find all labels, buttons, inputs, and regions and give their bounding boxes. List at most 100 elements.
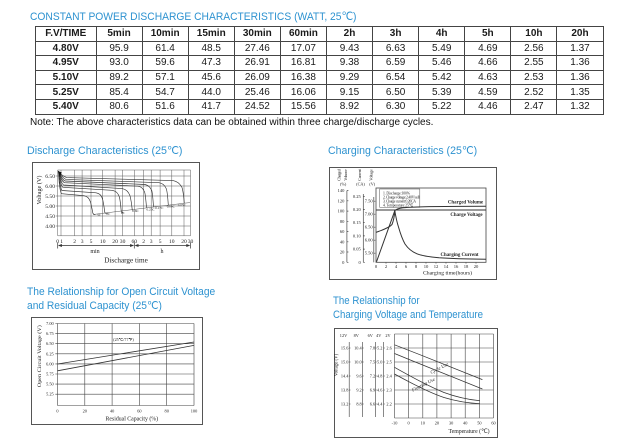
svg-text:Charge Voltage: Charge Voltage xyxy=(450,212,483,217)
svg-text:6V: 6V xyxy=(368,333,374,338)
svg-text:0.15: 0.15 xyxy=(353,220,362,225)
svg-text:2.4: 2.4 xyxy=(386,373,392,378)
svg-text:0.25: 0.25 xyxy=(353,193,362,198)
svg-text:9.6: 9.6 xyxy=(356,373,362,378)
svg-text:7.2: 7.2 xyxy=(370,373,375,378)
svg-text:Cycle Use: Cycle Use xyxy=(430,361,450,375)
svg-text:Temperature (℃): Temperature (℃) xyxy=(448,428,489,435)
svg-text:16: 16 xyxy=(454,264,459,269)
svg-text:5.0: 5.0 xyxy=(377,359,382,364)
svg-text:8: 8 xyxy=(415,264,418,269)
svg-text:5.00: 5.00 xyxy=(45,204,55,210)
svg-text:Floating Use: Floating Use xyxy=(411,377,437,394)
svg-text:13.8: 13.8 xyxy=(341,387,349,392)
svg-text:3: 3 xyxy=(150,239,153,245)
svg-text:13.2: 13.2 xyxy=(341,401,349,406)
svg-text:6.00: 6.00 xyxy=(45,184,55,190)
svg-text:Volume: Volume xyxy=(343,169,348,181)
svg-text:6.50: 6.50 xyxy=(365,224,374,229)
svg-text:6.00: 6.00 xyxy=(365,237,374,242)
svg-text:Voltage: Voltage xyxy=(369,169,374,181)
svg-text:6: 6 xyxy=(405,264,408,269)
svg-text:0.20: 0.20 xyxy=(353,207,362,212)
svg-text:20: 20 xyxy=(340,249,345,254)
svg-text:80: 80 xyxy=(165,409,169,414)
svg-text:2. Charge voltage:2.40V/cell: 2. Charge voltage:2.40V/cell xyxy=(383,195,420,199)
svg-text:5.50: 5.50 xyxy=(45,194,55,200)
svg-text:6.50: 6.50 xyxy=(45,174,55,180)
svg-text:40: 40 xyxy=(110,409,114,414)
svg-text:1C: 1C xyxy=(121,211,126,215)
svg-text:40: 40 xyxy=(463,420,467,425)
svg-text:12V: 12V xyxy=(340,333,348,338)
svg-text:0.6C: 0.6C xyxy=(132,209,139,213)
svg-text:0: 0 xyxy=(56,239,59,245)
svg-text:-10: -10 xyxy=(392,420,398,425)
svg-text:0: 0 xyxy=(342,259,345,264)
svg-text:20: 20 xyxy=(181,239,187,245)
svg-text:4.00: 4.00 xyxy=(45,224,55,230)
svg-text:4: 4 xyxy=(395,264,398,269)
svg-text:7.50: 7.50 xyxy=(365,198,374,203)
svg-text:8.8: 8.8 xyxy=(356,401,361,406)
svg-text:14.4: 14.4 xyxy=(341,373,349,378)
svg-text:Discharge time: Discharge time xyxy=(104,256,148,264)
svg-text:140: 140 xyxy=(338,188,346,193)
svg-text:0: 0 xyxy=(359,259,362,264)
svg-text:Current: Current xyxy=(357,168,362,180)
svg-text:18: 18 xyxy=(464,264,469,269)
svg-text:6.25: 6.25 xyxy=(46,351,54,356)
svg-text:0: 0 xyxy=(56,409,58,414)
svg-text:Open Circuit Voltage (V): Open Circuit Voltage (V) xyxy=(38,325,43,387)
svg-text:10.0: 10.0 xyxy=(354,359,362,364)
svg-text:3: 3 xyxy=(81,239,84,245)
svg-text:2: 2 xyxy=(385,264,388,269)
svg-text:1. Discharge:100%: 1. Discharge:100% xyxy=(383,191,411,195)
svg-text:7.00: 7.00 xyxy=(46,321,54,326)
svg-text:4.50: 4.50 xyxy=(45,214,55,220)
svg-text:12: 12 xyxy=(434,264,439,269)
svg-text:4. Temperature:25℃: 4. Temperature:25℃ xyxy=(383,203,414,207)
svg-text:40: 40 xyxy=(340,239,345,244)
svg-text:8V: 8V xyxy=(354,333,360,338)
svg-text:7.8: 7.8 xyxy=(370,345,375,350)
svg-text:20: 20 xyxy=(435,420,439,425)
svg-text:5.2: 5.2 xyxy=(377,345,382,350)
svg-text:(CA): (CA) xyxy=(356,181,365,186)
svg-text:(V): (V) xyxy=(369,181,375,186)
svg-text:Residual Capacity (%): Residual Capacity (%) xyxy=(106,416,159,423)
svg-text:60: 60 xyxy=(340,229,345,234)
svg-text:20: 20 xyxy=(112,239,118,245)
svg-text:30: 30 xyxy=(449,420,453,425)
svg-text:0.05C: 0.05C xyxy=(178,203,187,207)
svg-text:2: 2 xyxy=(73,239,76,245)
svg-text:6.6: 6.6 xyxy=(370,401,376,406)
svg-text:0.10: 0.10 xyxy=(353,233,362,238)
svg-text:10: 10 xyxy=(100,239,106,245)
svg-text:5: 5 xyxy=(159,239,162,245)
svg-text:60: 60 xyxy=(132,239,138,245)
svg-text:2: 2 xyxy=(142,239,145,245)
svg-text:14: 14 xyxy=(444,264,449,269)
svg-text:min: min xyxy=(90,248,99,254)
svg-text:100: 100 xyxy=(338,208,346,213)
svg-text:6.75: 6.75 xyxy=(46,331,54,336)
svg-text:2C: 2C xyxy=(106,212,111,216)
svg-text:60: 60 xyxy=(491,420,495,425)
svg-text:0.05: 0.05 xyxy=(353,246,362,251)
svg-text:60: 60 xyxy=(137,409,141,414)
svg-text:3. Charge current:0.20CA: 3. Charge current:0.20CA xyxy=(383,199,416,203)
svg-text:20: 20 xyxy=(83,409,87,414)
svg-text:6.9: 6.9 xyxy=(370,387,375,392)
svg-text:0.25C: 0.25C xyxy=(147,207,156,211)
svg-text:4.6: 4.6 xyxy=(377,387,383,392)
svg-text:2.6: 2.6 xyxy=(386,345,392,350)
svg-text:0: 0 xyxy=(408,420,410,425)
svg-text:15.0: 15.0 xyxy=(341,359,349,364)
svg-text:(25℃/77℉): (25℃/77℉) xyxy=(113,337,134,342)
svg-text:7.00: 7.00 xyxy=(365,211,374,216)
svg-text:6.00: 6.00 xyxy=(46,361,54,366)
svg-text:5.75: 5.75 xyxy=(46,372,54,377)
svg-text:3C: 3C xyxy=(97,213,102,217)
svg-text:15.6: 15.6 xyxy=(341,345,349,350)
